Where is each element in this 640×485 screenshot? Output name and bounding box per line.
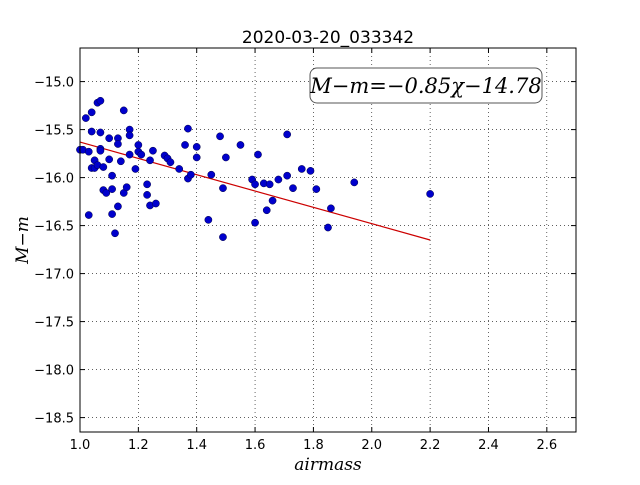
data-point xyxy=(268,196,277,205)
y-tick-label: −15.0 xyxy=(34,76,74,91)
data-point xyxy=(216,132,224,141)
data-point xyxy=(108,210,116,218)
data-point xyxy=(105,155,114,164)
data-point xyxy=(175,165,184,173)
data-point xyxy=(283,130,292,139)
data-point xyxy=(116,157,125,166)
data-point xyxy=(114,202,122,211)
data-point xyxy=(137,150,146,159)
data-point xyxy=(327,204,335,213)
x-tick-label: 2.2 xyxy=(420,438,441,453)
data-point xyxy=(152,199,160,208)
data-point xyxy=(125,131,134,140)
y-tick-label: −16.0 xyxy=(34,172,74,187)
data-point xyxy=(312,185,321,193)
plot-area xyxy=(80,48,576,432)
data-point xyxy=(207,170,216,179)
data-point xyxy=(251,180,259,189)
data-point xyxy=(187,170,195,179)
data-point xyxy=(350,178,359,187)
data-point xyxy=(119,106,128,115)
x-tick-label: 1.8 xyxy=(303,438,324,453)
fit-equation-box: M−m=−0.85χ−14.78 xyxy=(309,67,543,104)
fit-equation: M−m=−0.85χ−14.78 xyxy=(309,74,541,98)
data-point xyxy=(134,141,143,149)
data-point xyxy=(81,114,90,122)
data-point xyxy=(84,211,93,219)
data-point xyxy=(254,150,262,159)
data-point xyxy=(426,190,434,198)
x-tick-label: 1.6 xyxy=(245,438,266,453)
y-tick-label: −17.0 xyxy=(34,268,74,283)
data-point xyxy=(125,150,134,159)
data-point xyxy=(219,233,227,241)
data-point xyxy=(108,185,116,193)
data-point xyxy=(122,183,131,192)
data-point xyxy=(262,206,271,215)
data-point xyxy=(149,146,157,155)
x-tick-label: 2.6 xyxy=(536,438,557,453)
data-points xyxy=(76,96,434,241)
fit-line xyxy=(79,141,431,241)
data-point xyxy=(99,163,108,171)
data-point xyxy=(143,180,151,189)
data-point xyxy=(84,147,93,156)
data-point xyxy=(114,140,122,148)
y-tick-label: −18.5 xyxy=(34,412,74,427)
x-tick-label: 1.2 xyxy=(128,438,149,453)
data-point xyxy=(87,127,96,136)
data-point xyxy=(181,141,189,149)
axis-ticks: 1.0 1.2 1.4 1.6 1.8 2.0 2.2 2.4 2.6 −15.0 −15.5 −16… xyxy=(34,48,576,453)
y-tick-label: −17.5 xyxy=(34,316,74,331)
y-tick-label: −18.0 xyxy=(34,364,74,379)
data-point xyxy=(96,128,105,137)
data-point xyxy=(265,180,274,189)
data-point xyxy=(131,165,140,173)
data-point xyxy=(251,218,259,227)
data-point xyxy=(222,153,230,162)
fit-line-layer xyxy=(79,141,431,241)
x-tick-label: 2.4 xyxy=(478,438,499,453)
data-point xyxy=(143,191,151,199)
x-axis-label: airmass xyxy=(294,455,362,475)
plot-frame xyxy=(79,47,577,433)
data-point xyxy=(146,156,154,165)
x-tick-label: 1.0 xyxy=(70,438,91,453)
data-point xyxy=(102,189,111,197)
data-point xyxy=(306,167,315,175)
data-point xyxy=(219,184,227,193)
data-point xyxy=(192,143,201,151)
x-tick-label: 2.0 xyxy=(361,438,382,453)
data-point xyxy=(96,146,105,155)
y-axis-label: M−m xyxy=(13,216,33,265)
data-point xyxy=(105,134,114,143)
y-tick-label: −16.5 xyxy=(34,220,74,235)
data-point xyxy=(184,124,192,133)
chart-title: 2020-03-20_033342 xyxy=(242,28,414,48)
data-point xyxy=(111,229,119,238)
x-tick-label: 1.4 xyxy=(186,438,207,453)
data-point xyxy=(166,158,175,167)
data-point xyxy=(289,184,297,193)
data-point xyxy=(274,175,283,184)
data-point xyxy=(87,108,96,117)
data-point xyxy=(236,141,245,149)
data-point xyxy=(324,223,332,232)
data-point xyxy=(108,171,116,180)
y-tick-label: −15.5 xyxy=(34,124,74,139)
data-point xyxy=(192,153,201,162)
data-point xyxy=(204,215,213,224)
data-point xyxy=(96,96,105,105)
data-point xyxy=(297,165,306,173)
data-point xyxy=(283,171,292,180)
annotation-box xyxy=(309,67,543,104)
